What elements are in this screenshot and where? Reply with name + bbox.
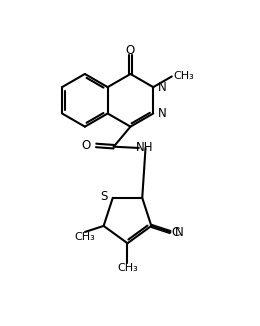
- Text: O: O: [81, 139, 91, 152]
- Text: NH: NH: [136, 141, 153, 155]
- Text: CH₃: CH₃: [117, 263, 138, 273]
- Text: CH₃: CH₃: [75, 232, 95, 243]
- Text: N: N: [175, 226, 184, 239]
- Text: S: S: [100, 190, 107, 203]
- Text: O: O: [126, 44, 135, 57]
- Text: N: N: [158, 107, 167, 120]
- Text: CH₃: CH₃: [174, 71, 194, 82]
- Text: N: N: [158, 81, 167, 94]
- Text: C: C: [171, 226, 179, 239]
